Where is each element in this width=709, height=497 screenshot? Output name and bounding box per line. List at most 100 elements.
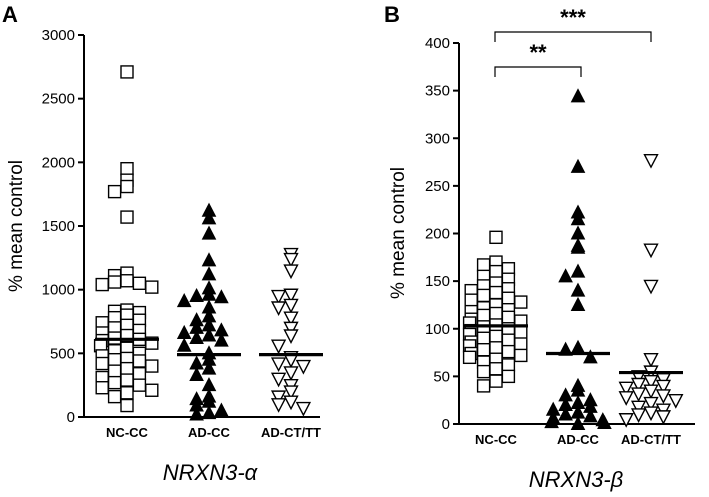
panel-a-data-point-ad-ct-tt [295,359,312,375]
panel-a-data-point-ad-ct-tt [270,390,287,406]
panel-b-data-point-ad-cc [544,414,559,429]
panel-b-y-tick-label: 0 [442,416,450,433]
panel-b-data-point-nc-cc [501,344,516,359]
panel-a-data-point-ad-ct-tt [270,339,287,355]
panel-a-data-point-ad-cc [214,289,229,304]
panel-b-data-point-nc-cc [464,293,478,307]
panel-a-y-tick-label: 2500 [42,91,75,108]
panel-b-data-point-ad-ct-tt [643,243,659,259]
panel-b-data-point-ad-ct-tt [643,153,659,169]
panel-a-x-tick-nc-cc: NC-CC [106,425,148,440]
panel-a-data-point-ad-ct-tt [283,298,299,314]
panel-a-data-point-ad-cc [201,266,217,281]
panel-b-data-point-ad-ct-tt [643,396,659,412]
panel-b-data-point-ad-cc [570,239,586,254]
panel-a-data-point-nc-cc [120,179,134,194]
panel-a-data-point-ad-cc [201,252,217,267]
panel-b-data-point-nc-cc [476,379,491,393]
panel-a-data-point-nc-cc [120,274,134,288]
panel-a-data-point-ad-ct-tt [283,311,299,327]
panel-b-data-point-ad-ct-tt [655,389,672,404]
panel-b-data-point-nc-cc [462,350,477,365]
panel-a-data-point-ad-cc [201,327,217,342]
panel-a-data-point-ad-ct-tt [270,289,287,305]
panel-a-data-point-nc-cc [145,383,159,397]
panel-b-data-point-ad-ct-tt [618,391,634,406]
panel-a-data-point-nc-cc [107,275,122,289]
panel-b-data-point-nc-cc [489,329,503,344]
panel-a-data-point-nc-cc [120,373,134,387]
panel-a-data-point-ad-ct-tt [283,395,299,411]
panel-a-data-point-nc-cc [107,364,122,378]
panel-a-y-tick-label: 0 [67,409,75,426]
panel-b-data-point-ad-cc [558,406,573,421]
significance-stars-nc-vs-ad-cc: ** [529,40,547,65]
panel-b-x-tick-ad-ct-tt: AD-CT/TT [621,432,681,447]
panel-a-data-point-nc-cc [107,389,122,404]
panel-b-data-point-ad-cc [570,225,586,240]
panel-b-y-tick-label: 300 [425,130,450,147]
panel-a-data-point-ad-ct-tt [270,301,287,317]
panel-a-points [93,65,323,421]
panel-a-data-point-ad-ct-tt [283,385,299,401]
panel-a-data-point-ad-cc [201,360,217,375]
panel-a-letter: A [2,2,18,27]
panel-b-y-tick-label: 100 [425,321,450,338]
panel-a-data-point-ad-ct-tt [283,329,299,345]
panel-a-y-tick-label: 3000 [42,27,75,44]
panel-b-data-point-ad-cc [597,414,612,430]
panel-b-data-point-nc-cc [476,364,491,379]
panel-b-data-point-nc-cc [489,341,503,355]
panel-b-data-point-ad-ct-tt [630,387,647,403]
panel-b-y-tick-label: 150 [425,273,450,290]
panel-a-y-tick-label: 2000 [42,154,75,171]
panel-b-data-point-nc-cc [476,288,491,303]
panel-b-x-tick-nc-cc: NC-CC [475,432,517,447]
panel-a-data-point-nc-cc [132,276,147,290]
panel-b-data-point-nc-cc [501,310,516,325]
panel-b-data-point-ad-ct-tt [643,353,659,368]
panel-a-data-point-ad-ct-tt [283,288,299,304]
panel-a-data-point-ad-cc [201,210,217,225]
panel-b-data-point-nc-cc [476,308,491,323]
panel-b-data-point-nc-cc [514,348,528,363]
panel-b-data-point-nc-cc [489,362,503,376]
panel-b-data-point-nc-cc [476,258,491,272]
panel-b-points [462,88,684,430]
panel-b-data-point-ad-ct-tt [618,413,634,428]
panel-a-data-point-nc-cc [120,361,134,376]
panel-b-data-point-nc-cc [489,285,503,300]
panel-a-data-point-ad-ct-tt [283,252,299,268]
panel-b-data-point-ad-ct-tt [643,279,659,295]
panel-b-data-point-ad-cc [583,408,598,423]
panel-b-data-point-nc-cc [514,337,528,351]
panel-b-data-point-ad-ct-tt [643,384,659,400]
panel-b-data-point-nc-cc [514,325,528,340]
panel-b-x-tick-ad-cc: AD-CC [557,432,599,447]
panel-a-data-point-ad-cc [189,329,204,345]
panel-a-data-point-nc-cc [95,381,109,395]
panel-b-y-tick-label: 250 [425,178,450,195]
panel-a-data-point-ad-cc [189,366,204,381]
panel-a-y-tick-label: 1000 [42,282,75,299]
panel-b-data-point-ad-ct-tt [643,374,659,390]
panel-b-data-point-ad-cc [570,88,586,103]
panel-a-y-ticks: 0 500 1000 1500 2000 2500 3000 [42,27,84,426]
panel-a-data-point-nc-cc [132,378,147,392]
panel-b-data-point-ad-ct-tt [630,400,647,416]
panel-b-data-point-nc-cc [476,343,491,357]
panel-a-y-axis-label: % mean control [6,160,27,292]
significance-stars-nc-vs-ad-ct-tt: *** [560,5,586,30]
panel-b-data-point-nc-cc [514,295,528,309]
significance-bracket-nc-vs-ad-cc [494,66,582,77]
significance-bracket-nc-vs-ad-ct-tt [494,31,652,42]
panel-a-data-point-nc-cc [145,280,159,294]
panel-b-data-point-nc-cc [501,358,516,372]
panel-a-data-point-ad-cc [176,293,192,308]
panel-a-data-point-nc-cc [120,398,134,413]
panel-a-data-point-nc-cc [107,184,122,199]
panel-a-data-point-ad-cc [214,332,229,347]
panel-a-data-point-nc-cc [95,356,109,371]
panel-a-data-point-ad-cc [176,337,192,352]
